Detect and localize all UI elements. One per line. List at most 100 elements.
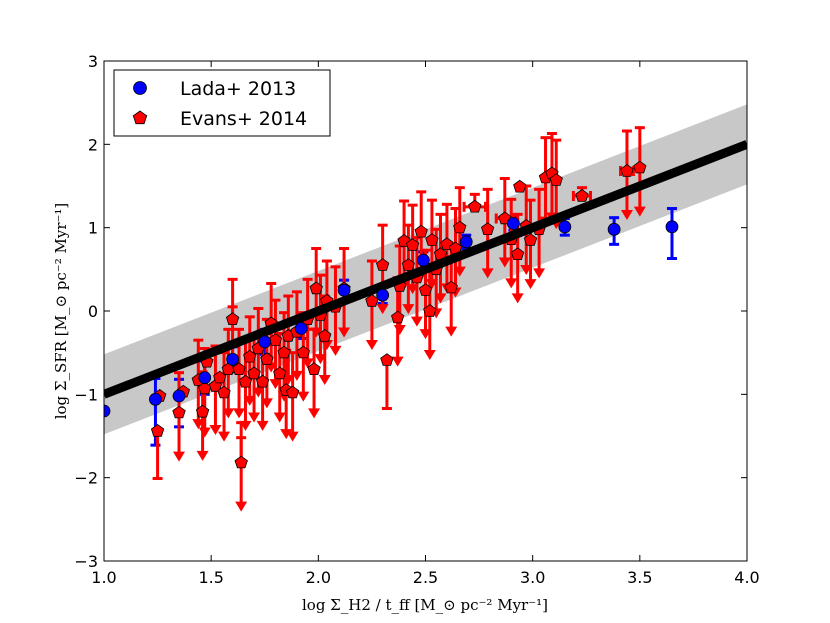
lada-point [198, 371, 212, 385]
evans-point [268, 333, 283, 346]
evans-point [468, 199, 482, 213]
lada-point [607, 222, 621, 236]
evans-limit-arrow [173, 451, 186, 462]
evans-limit-arrow [308, 408, 321, 419]
evans-limit-arrow [620, 210, 633, 220]
evans-limit-arrow [393, 325, 406, 335]
y-axis-label: log Σ_SFR [M_⊙ pc⁻² Myr⁻¹] [52, 203, 70, 420]
evans-limit-arrow [209, 425, 222, 435]
evans-limit-arrow [511, 293, 524, 304]
evans-point [307, 362, 321, 376]
evans-point [277, 345, 291, 359]
evans-point [150, 424, 165, 437]
y-tick-label: 3 [88, 52, 98, 71]
evans-point [523, 233, 538, 246]
y-axis-title: log Σ_SFR [M_⊙ pc⁻² Myr⁻¹] [52, 203, 70, 420]
evans-point [217, 385, 231, 399]
evans-point [414, 224, 428, 238]
y-tick-label: −2 [74, 469, 98, 488]
evans-limit-arrow [434, 293, 447, 304]
evans-limit-arrow [301, 358, 314, 369]
plot-area [104, 104, 747, 512]
evans-point [620, 164, 634, 177]
evans-limit-arrow [233, 408, 246, 419]
evans-point [549, 173, 563, 186]
legend: Lada+ 2013 Evans+ 2014 [113, 69, 331, 137]
lada-point [665, 220, 679, 234]
evans-point [513, 179, 527, 193]
evans-limit-arrow [273, 412, 286, 423]
evans-limit-arrow [290, 370, 303, 381]
fit-line [104, 140, 747, 399]
x-axis-title: log Σ_H2 / t_ff [M_⊙ pc⁻² Myr⁻¹] [302, 596, 548, 614]
evans-limit-arrow [235, 501, 248, 512]
evans-point [425, 233, 439, 246]
legend-lada-label: Lada+ 2013 [180, 78, 296, 100]
evans-limit-arrow [297, 391, 310, 402]
legend-lada-marker [133, 81, 147, 95]
evans-point [418, 283, 433, 296]
x-tick-label: 4.0 [734, 568, 759, 587]
x-tick-label: 1.0 [91, 568, 116, 587]
evans-point [225, 312, 240, 326]
y-tick-label: −3 [74, 552, 98, 571]
x-tick-label: 2.5 [413, 568, 438, 587]
evans-point [481, 222, 495, 236]
evans-limit-arrow [524, 279, 537, 290]
evans-limit-arrow [256, 420, 269, 431]
evans-limit-arrow [218, 431, 231, 442]
lada-markers [104, 217, 679, 418]
evans-limit-arrow [365, 340, 378, 350]
x-tick-label: 2.0 [306, 568, 331, 587]
lada-point [258, 335, 272, 349]
x-tick-label: 3.5 [627, 568, 652, 587]
evans-point [380, 353, 394, 366]
legend-evans-label: Evans+ 2014 [180, 108, 307, 130]
evans-limit-arrow [402, 304, 415, 315]
lada-point [149, 392, 162, 406]
evans-limit-arrow [260, 398, 273, 409]
y-axis: −3 −2 −1 0 1 2 3 [74, 52, 747, 571]
x-tick-label: 3.0 [520, 568, 545, 587]
evans-limit-arrow [239, 420, 252, 431]
evans-point [406, 238, 420, 251]
x-axis: 1.0 1.5 2.0 2.5 3.0 3.5 4.0 [91, 61, 760, 587]
evans-point [247, 366, 261, 380]
evans-point [633, 160, 647, 174]
lada-point [506, 217, 520, 230]
evans-limit-arrow [498, 257, 511, 268]
evans-limit-arrow [423, 350, 436, 360]
lada-point [226, 352, 240, 366]
evans-limit-arrow [329, 345, 342, 356]
evans-limit-arrow [453, 266, 466, 277]
evans-point [255, 374, 270, 388]
x-tick-label: 1.5 [198, 568, 223, 587]
evans-point [296, 345, 310, 359]
evans-point [318, 329, 332, 342]
evans-limit-arrow [445, 326, 458, 337]
lada-point [416, 253, 430, 267]
y-tick-label: 2 [88, 135, 98, 154]
evans-limit-arrow [391, 356, 404, 367]
legend-evans-marker [132, 110, 148, 125]
evans-limit-arrow [481, 268, 494, 279]
evans-point [391, 310, 405, 324]
evans-point [575, 189, 589, 202]
evans-point [309, 281, 323, 295]
lada-point [376, 288, 390, 302]
evans-point [172, 405, 186, 419]
lada-point [558, 220, 572, 234]
evans-point [234, 455, 248, 469]
evans-point [195, 404, 210, 418]
evans-limit-arrow [410, 316, 423, 327]
legend-box [113, 69, 331, 137]
evans-limit-arrow [222, 408, 235, 419]
y-tick-label: −1 [74, 385, 98, 404]
y-tick-label: 0 [88, 302, 98, 321]
evans-point [273, 366, 287, 380]
y-tick-label: 1 [88, 219, 98, 238]
evans-limit-arrow [196, 450, 209, 461]
evans-limit-arrow [376, 304, 389, 315]
